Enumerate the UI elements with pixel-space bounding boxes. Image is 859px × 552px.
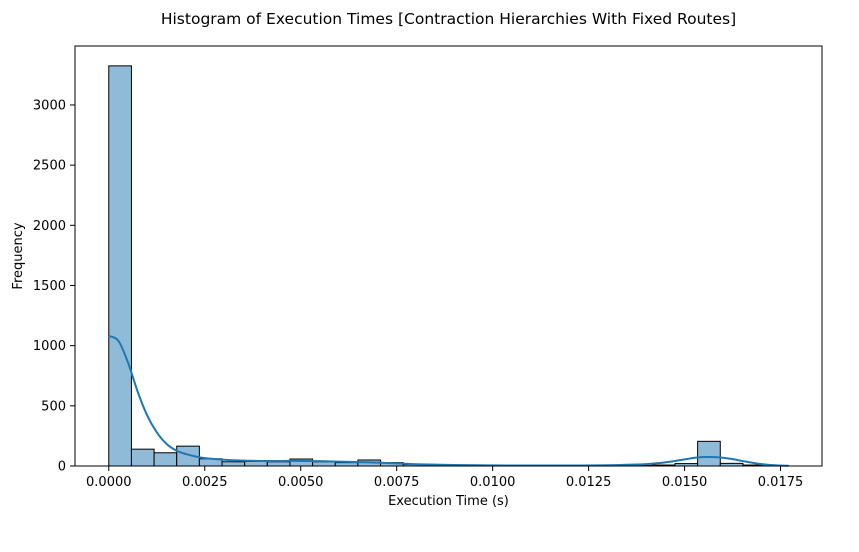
x-tick-label: 0.0175 (758, 475, 804, 490)
x-axis-label: Execution Time (s) (388, 494, 509, 509)
x-tick-label: 0.0125 (566, 475, 612, 490)
y-tick-label: 3000 (33, 98, 66, 113)
plot-frame (75, 46, 822, 466)
y-axis-label: Frequency (11, 222, 26, 289)
histogram-bar (154, 453, 177, 466)
histogram-bar (245, 461, 268, 466)
x-axis-ticks: 0.0000 0.0025 0.0050 0.0075 0.0100 0.0125 0.01… (86, 466, 803, 490)
histogram-bar (131, 449, 154, 466)
kde-curve (109, 336, 788, 466)
y-tick-label: 1500 (33, 279, 66, 294)
x-tick-label: 0.0000 (86, 475, 132, 490)
chart-title: Histogram of Execution Times [Contractio… (161, 10, 736, 28)
histogram-bar (267, 462, 290, 466)
y-tick-label: 1000 (33, 339, 66, 354)
x-tick-label: 0.0075 (374, 475, 420, 490)
histogram-bar (335, 463, 358, 466)
y-axis-ticks: 0 500 1000 1500 2000 2500 3000 (33, 98, 75, 474)
histogram-bar (222, 462, 245, 466)
histogram-bars (109, 66, 788, 466)
x-tick-label: 0.0150 (662, 475, 708, 490)
histogram-bar (109, 66, 132, 466)
histogram-bar (698, 441, 721, 466)
y-tick-label: 2000 (33, 219, 66, 234)
y-tick-label: 2500 (33, 159, 66, 174)
x-tick-label: 0.0050 (278, 475, 324, 490)
x-tick-label: 0.0100 (470, 475, 516, 490)
y-tick-label: 500 (41, 399, 66, 414)
y-tick-label: 0 (58, 460, 66, 475)
x-tick-label: 0.0025 (182, 475, 228, 490)
